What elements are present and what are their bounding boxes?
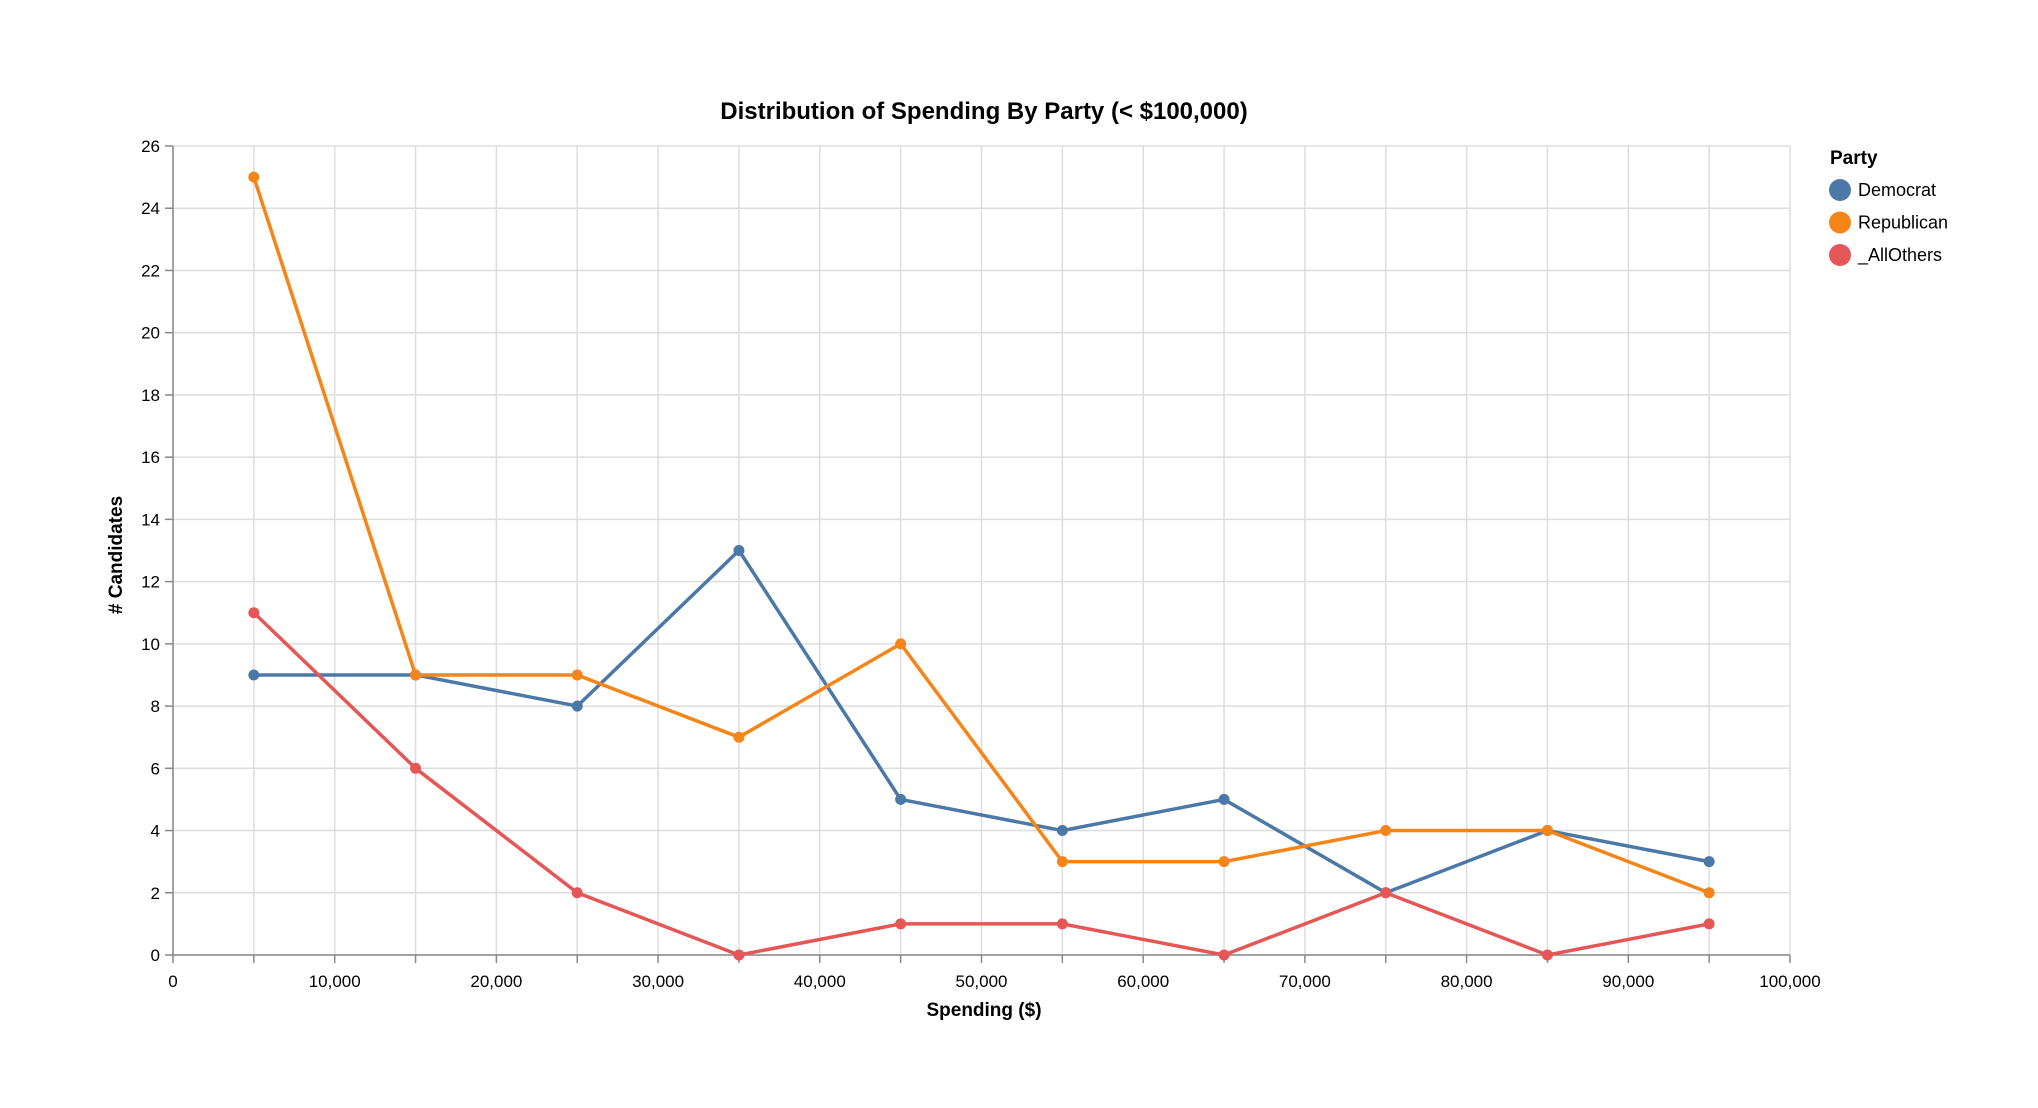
- series-lines: [252, 176, 1710, 957]
- y-tick-label: 10: [141, 635, 160, 654]
- y-axis-title: # Candidates: [106, 496, 127, 614]
- data-point-republican: [1541, 825, 1553, 837]
- y-tick-label: 26: [141, 137, 160, 156]
- data-point-allothers: [733, 949, 745, 961]
- data-point-democrat: [1703, 856, 1715, 868]
- legend-symbol-allothers: [1829, 244, 1851, 266]
- data-point-allothers: [1056, 918, 1068, 930]
- data-point-republican: [895, 638, 907, 650]
- data-point-republican: [1218, 856, 1230, 868]
- data-point-democrat: [571, 700, 583, 712]
- data-point-allothers: [410, 762, 422, 774]
- series-line-allothers: [252, 611, 1710, 957]
- y-tick-label: 22: [141, 261, 160, 280]
- x-tick-label: 100,000: [1759, 972, 1820, 991]
- x-tick-label: 80,000: [1441, 972, 1493, 991]
- y-tick-label: 4: [151, 822, 160, 841]
- data-point-allothers: [1541, 949, 1553, 961]
- data-point-democrat: [895, 793, 907, 805]
- data-point-allothers: [1380, 887, 1392, 899]
- y-tick-label: 18: [141, 386, 160, 405]
- x-tick-label: 30,000: [632, 972, 684, 991]
- legend-label-allothers: _AllOthers: [1857, 245, 1942, 266]
- data-point-allothers: [1218, 949, 1230, 961]
- y-tick-label: 20: [141, 324, 160, 343]
- legend-symbol-republican: [1829, 211, 1851, 234]
- y-tick-label: 16: [141, 448, 160, 467]
- data-point-republican: [410, 669, 422, 681]
- x-tick-label: 70,000: [1279, 972, 1331, 991]
- x-tick-label: 20,000: [470, 972, 522, 991]
- y-tick-label: 2: [151, 884, 160, 903]
- data-point-republican: [1703, 887, 1715, 899]
- data-point-democrat: [1218, 793, 1230, 805]
- data-point-democrat: [733, 545, 745, 556]
- data-point-democrat: [1056, 825, 1068, 837]
- series-points: [248, 171, 1715, 961]
- legend: Party Democrat Republican _AllOthers: [1829, 148, 1948, 266]
- y-tick-label: 12: [141, 573, 160, 592]
- data-point-republican: [1380, 825, 1392, 837]
- data-point-allothers: [895, 918, 907, 930]
- data-point-democrat: [248, 669, 260, 681]
- data-point-allothers: [571, 887, 583, 899]
- data-point-republican: [1056, 856, 1068, 868]
- data-point-republican: [248, 171, 260, 183]
- x-tick-label: 10,000: [309, 972, 361, 991]
- y-tick-label: 6: [151, 759, 160, 778]
- x-tick-label: 50,000: [956, 972, 1008, 991]
- x-tick-label: 60,000: [1117, 972, 1169, 991]
- chart-title: Distribution of Spending By Party (< $10…: [720, 98, 1247, 125]
- x-tick-label: 40,000: [794, 972, 846, 991]
- legend-label-republican: Republican: [1858, 213, 1948, 233]
- x-tick-label: 0: [168, 972, 177, 991]
- y-tick-label: 0: [151, 946, 160, 965]
- series-line-republican: [252, 176, 1710, 895]
- data-point-allothers: [1703, 918, 1715, 930]
- series-line-democrat: [253, 548, 1710, 895]
- grid: [172, 145, 1791, 956]
- data-point-republican: [571, 669, 583, 681]
- data-point-republican: [733, 731, 745, 743]
- y-tick-label: 14: [141, 510, 160, 529]
- y-tick-label: 8: [151, 697, 160, 716]
- data-point-allothers: [248, 607, 260, 619]
- legend-symbol-democrat: [1829, 179, 1851, 201]
- x-tick-label: 90,000: [1602, 972, 1654, 991]
- legend-title: Party: [1830, 148, 1878, 169]
- x-axis-title: Spending ($): [926, 1000, 1041, 1021]
- legend-label-democrat: Democrat: [1858, 180, 1936, 200]
- y-tick-label: 24: [141, 199, 160, 218]
